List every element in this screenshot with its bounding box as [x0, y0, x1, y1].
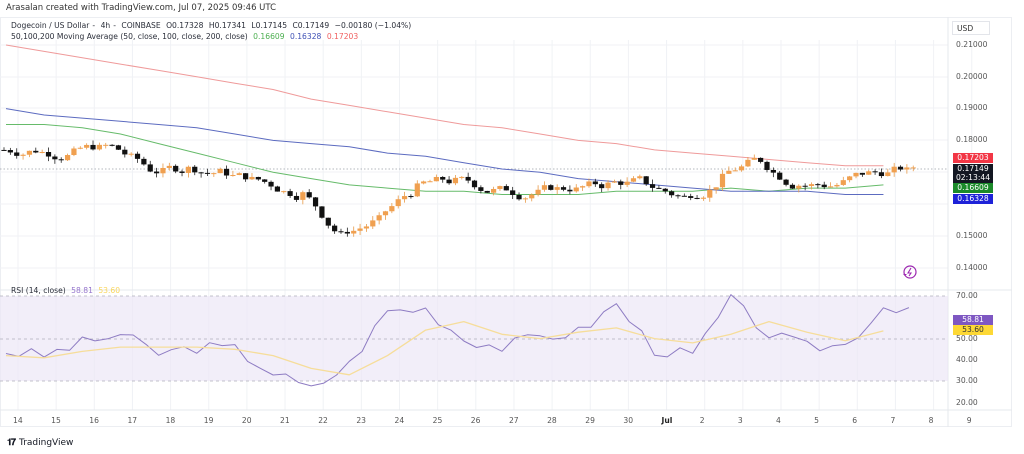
ma200-price-tag: 0.17203: [953, 153, 993, 163]
time-label: 29: [585, 416, 595, 425]
rsi-ma-value-tag: 53.60: [953, 325, 993, 335]
time-label: 2: [699, 416, 705, 425]
currency-label[interactable]: USD: [952, 21, 990, 35]
rsi-band: [0, 296, 948, 381]
chart-attribution: Arasalan created with TradingView.com, J…: [6, 3, 277, 13]
replay-icon[interactable]: [903, 265, 917, 279]
time-label: 25: [432, 416, 443, 425]
rsi-tick: 70.00: [956, 291, 978, 300]
time-label: 20: [241, 416, 252, 425]
price-tick: 0.14000: [956, 263, 988, 272]
rsi-label: RSI (14, close): [11, 286, 66, 295]
time-label: 19: [203, 416, 214, 425]
ma-legend[interactable]: 50,100,200 Moving Average (50, close, 10…: [11, 32, 361, 41]
price-tick: 0.19000: [956, 103, 988, 112]
time-label: 6: [852, 416, 858, 425]
symbol-name: Dogecoin / US Dollar: [11, 21, 90, 30]
rsi-value-tag: 58.81: [953, 315, 993, 325]
time-label: 16: [89, 416, 99, 425]
time-label: 15: [51, 416, 61, 425]
time-label: 23: [356, 416, 367, 425]
time-label: 18: [165, 416, 176, 425]
ma100-value: 0.16328: [289, 32, 322, 41]
rsi-tick: 30.00: [956, 376, 978, 385]
ma50-price-tag: 0.16609: [953, 183, 993, 193]
symbol-legend[interactable]: Dogecoin / US Dollar - 4h - COINBASE O0.17…: [11, 21, 412, 30]
ohlc-low: L0.17145: [251, 21, 288, 30]
price-tick: 0.20000: [956, 72, 988, 81]
rsi-ma-value: 53.60: [98, 286, 121, 295]
time-label: 14: [13, 416, 23, 425]
ma200-value: 0.17203: [326, 32, 359, 41]
time-label: 5: [814, 416, 819, 425]
chart-frame: [0, 17, 1012, 427]
time-label: 28: [547, 416, 557, 425]
ohlc-close: C0.17149: [292, 21, 330, 30]
price-tick: 0.18000: [956, 135, 988, 144]
tradingview-icon: 𝟏𝟕: [7, 438, 16, 448]
time-label: 24: [394, 416, 405, 425]
rsi-tick: 20.00: [956, 398, 978, 407]
time-label: 21: [280, 416, 290, 425]
exchange: COINBASE: [121, 21, 161, 30]
time-label: 3: [737, 416, 743, 425]
time-label: 8: [928, 416, 934, 425]
time-label: 26: [470, 416, 481, 425]
rsi-value: 58.81: [71, 286, 93, 295]
last-price-tag: 0.17149 02:13:44: [953, 164, 993, 183]
rsi-tick: 40.00: [956, 355, 978, 364]
price-tick: 0.15000: [956, 231, 988, 240]
time-label: 30: [623, 416, 634, 425]
ma100-price-tag: 0.16328: [953, 194, 993, 204]
tradingview-logo[interactable]: 𝟏𝟕 TradingView: [7, 438, 73, 448]
price-tick: 0.21000: [956, 40, 988, 49]
bar-countdown: 02:13:44: [955, 173, 991, 182]
rsi-legend[interactable]: RSI (14, close) 58.81 53.60: [11, 286, 123, 295]
brand-name: TradingView: [19, 438, 74, 448]
time-label: Jul: [661, 416, 673, 425]
interval: 4h: [100, 21, 111, 30]
rsi-lines: [5, 294, 910, 387]
ohlc-high: H0.17341: [208, 21, 246, 30]
time-label: 27: [508, 416, 519, 425]
last-price-value: 0.17149: [957, 164, 989, 173]
time-label: 17: [127, 416, 138, 425]
ohlc-open: O0.17328: [166, 21, 204, 30]
ma50-value: 0.16609: [253, 32, 285, 41]
time-label: 22: [318, 416, 328, 425]
price-change: −0.00180 (−1.04%): [334, 21, 412, 30]
candlesticks: [1, 140, 916, 237]
moving-average-lines: [5, 44, 884, 195]
time-label: 4: [776, 416, 781, 425]
time-label: 7: [890, 416, 896, 425]
rsi-tick: 50.00: [956, 334, 978, 343]
ma-label: 50,100,200 Moving Average (50, close, 10…: [11, 32, 248, 41]
time-label: 9: [966, 416, 972, 425]
